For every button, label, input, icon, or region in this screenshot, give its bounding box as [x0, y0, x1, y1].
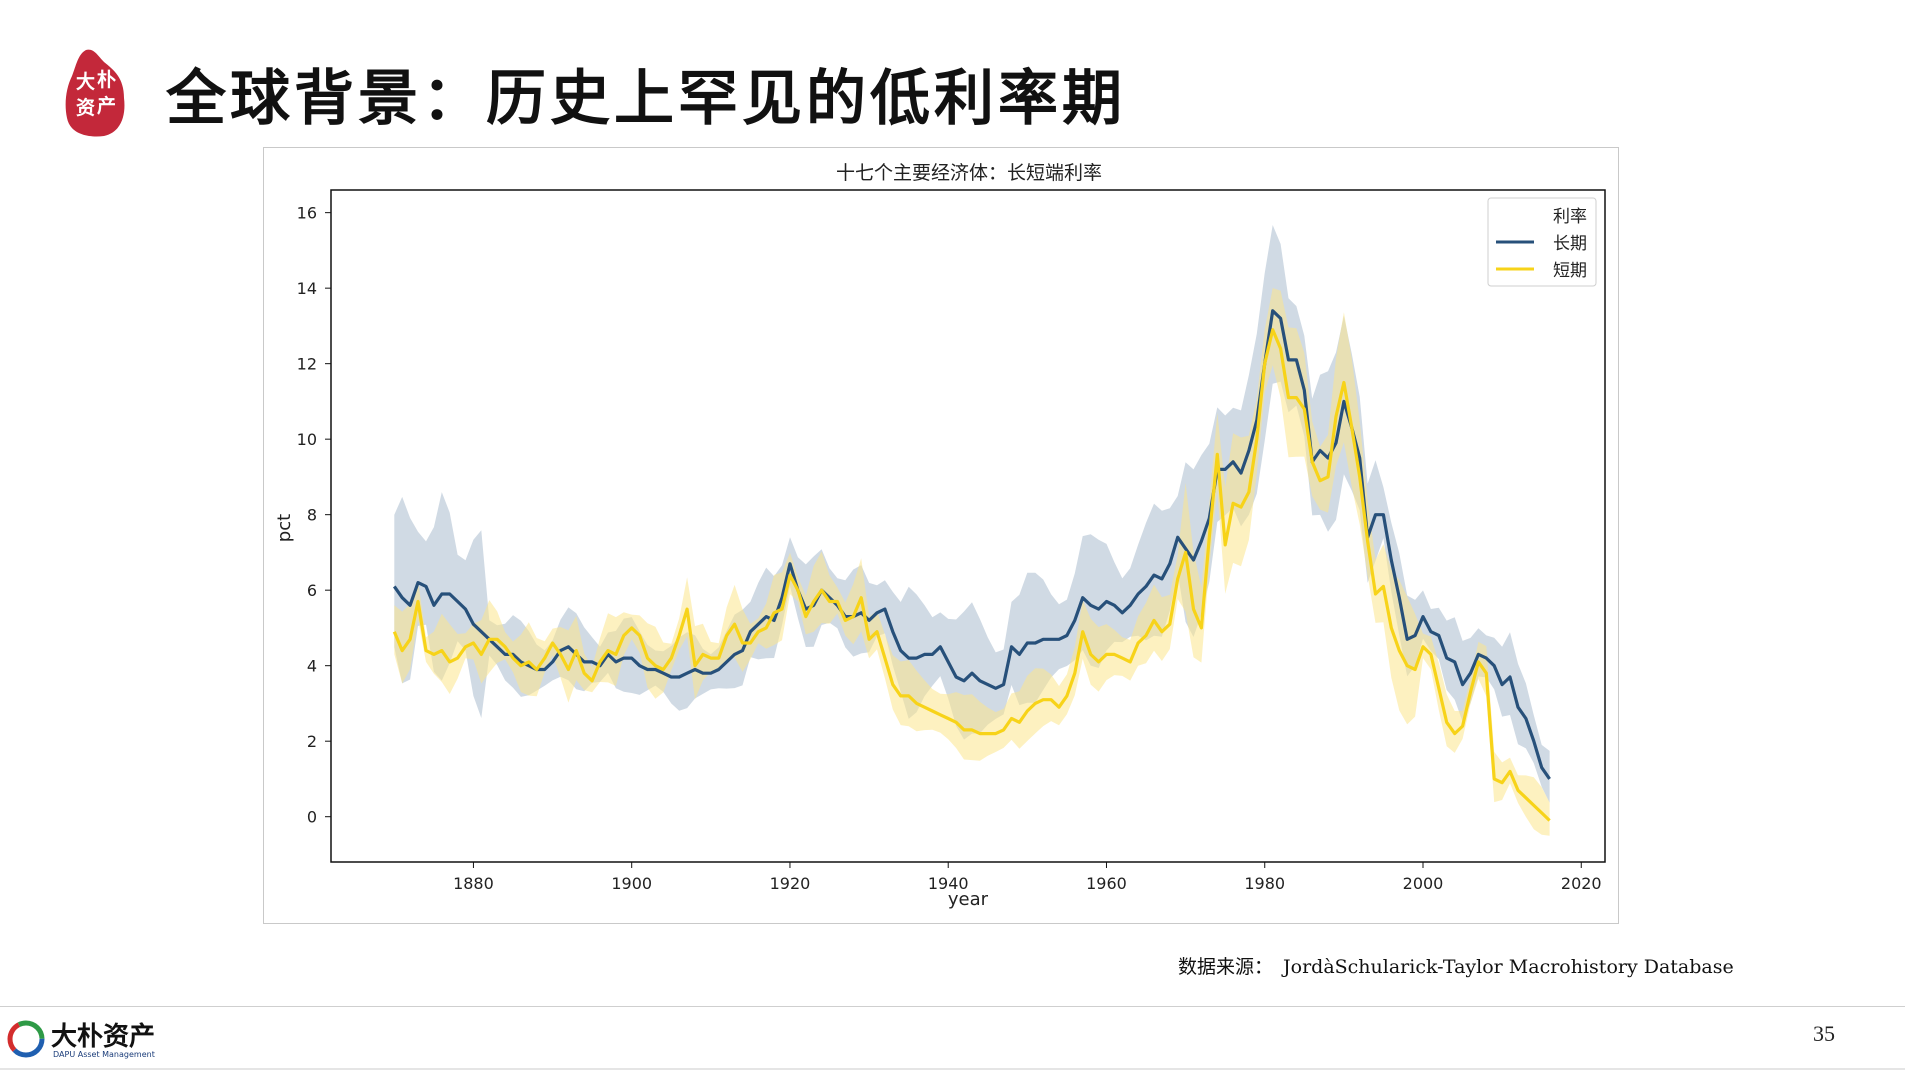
chart-svg: 十七个主要经济体：长短端利率 1880 1900 1920 1940 1960 1980 2…	[274, 162, 1606, 910]
seal-char-3: 资	[76, 96, 95, 119]
legend-title: 利率	[1553, 207, 1587, 227]
seal-logo: 大 朴 资 产	[65, 49, 125, 137]
x-tick-label: 1980	[1244, 874, 1285, 893]
x-tick-label: 1940	[928, 874, 969, 893]
logo-ring-green	[7, 1020, 45, 1058]
seal-char-4: 产	[97, 94, 116, 117]
footer-bottom-line	[0, 1068, 1905, 1070]
y-tick-label: 6	[307, 581, 317, 600]
logo-english-name: DAPU Asset Management	[53, 1050, 155, 1059]
x-tick-label: 2020	[1561, 874, 1602, 893]
line-short-term	[392, 328, 1551, 822]
x-axis-label: year	[948, 889, 989, 910]
y-tick-label: 14	[297, 279, 317, 298]
y-axis-label: pct	[274, 514, 295, 542]
logo-chinese-name: 大朴资产	[51, 1022, 156, 1052]
source-text: JordàSchularick-Taylor Macrohistory Data…	[1283, 956, 1734, 978]
x-tick-label: 1900	[611, 874, 652, 893]
legend-box	[1487, 197, 1597, 287]
company-logo-mark	[7, 1020, 45, 1058]
seal-char-2: 朴	[97, 68, 116, 91]
legend: 利率 长期 短期	[1487, 197, 1597, 287]
chart-frame: 十七个主要经济体：长短端利率 1880 1900 1920 1940 1960 1980 2…	[263, 147, 1619, 924]
y-tick-label: 0	[307, 808, 317, 827]
footer-divider	[0, 1006, 1905, 1007]
source-label: 数据来源：	[1178, 956, 1274, 978]
band-short-term	[394, 288, 1550, 836]
data-source: 数据来源： JordàSchularick-Taylor Macrohistory…	[1178, 952, 1734, 979]
confidence-bands	[394, 225, 1550, 836]
line-long-term	[392, 309, 1551, 780]
legend-label-short: 短期	[1553, 261, 1587, 281]
x-tick-label: 1960	[1086, 874, 1127, 893]
y-tick-label: 2	[307, 732, 317, 751]
y-tick-label: 4	[307, 657, 317, 676]
x-tick-label: 1880	[453, 874, 494, 893]
seal-shape	[65, 49, 125, 137]
x-tick-label: 1920	[770, 874, 811, 893]
plot-area	[330, 189, 1606, 863]
axes: 1880 1900 1920 1940 1960 1980 2000 2020 0 2 4 6 8 10 1…	[297, 204, 1602, 893]
y-tick-label: 12	[297, 355, 317, 374]
y-tick-label: 16	[297, 204, 317, 223]
seal-char-1: 大	[76, 70, 95, 93]
series-lines	[392, 309, 1551, 822]
slide-title: 全球背景：历史上罕见的低利率期	[166, 64, 1126, 134]
x-tick-label: 2000	[1403, 874, 1444, 893]
chart-title: 十七个主要经济体：长短端利率	[836, 162, 1102, 184]
y-tick-label: 10	[297, 430, 317, 449]
legend-label-long: 长期	[1553, 234, 1587, 254]
page-number: 35	[1813, 1021, 1835, 1046]
y-tick-label: 8	[307, 506, 317, 525]
logo-ring-red	[7, 1020, 45, 1058]
